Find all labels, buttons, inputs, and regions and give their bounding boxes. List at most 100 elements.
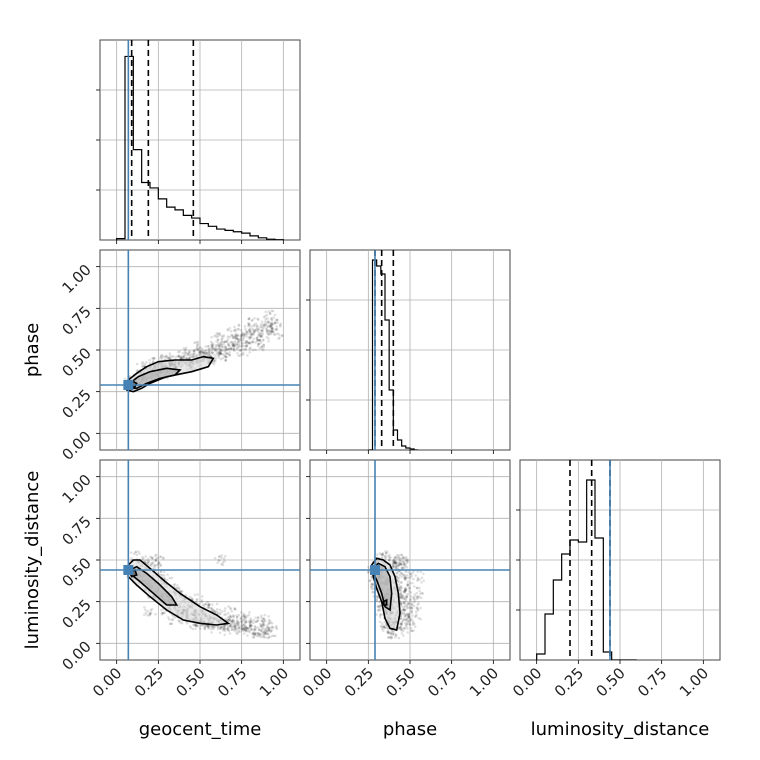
scatter-point bbox=[409, 575, 412, 579]
scatter-point bbox=[149, 611, 153, 615]
scatter-point bbox=[400, 595, 403, 598]
scatter-point bbox=[419, 570, 423, 574]
scatter-point bbox=[256, 329, 260, 332]
scatter-point bbox=[261, 624, 264, 627]
scatter-point bbox=[207, 603, 211, 606]
scatter-point bbox=[252, 337, 256, 341]
scatter-point bbox=[245, 330, 249, 334]
scatter-point bbox=[148, 611, 152, 615]
scatter-point bbox=[235, 337, 239, 340]
scatter-point bbox=[140, 362, 144, 365]
scatter-point bbox=[252, 621, 255, 625]
scatter-point bbox=[228, 618, 232, 621]
scatter-point bbox=[230, 621, 234, 624]
scatter-point bbox=[229, 623, 232, 626]
scatter-point bbox=[401, 573, 404, 576]
scatter-point bbox=[189, 626, 193, 630]
scatter-point bbox=[188, 356, 192, 360]
scatter-point bbox=[273, 333, 277, 337]
scatter-point bbox=[403, 590, 406, 594]
ytick-label: 0.25 bbox=[58, 386, 94, 422]
scatter-point bbox=[267, 310, 270, 313]
scatter-point bbox=[259, 624, 263, 628]
scatter-point bbox=[409, 594, 413, 598]
scatter-point bbox=[204, 345, 207, 348]
scatter-point bbox=[243, 616, 247, 620]
scatter-point bbox=[212, 347, 216, 351]
scatter-point bbox=[219, 611, 222, 615]
scatter-point bbox=[204, 350, 207, 353]
ytick-label: 0.75 bbox=[58, 512, 94, 548]
scatter-point bbox=[241, 614, 245, 617]
scatter-point bbox=[409, 572, 412, 575]
scatter-point bbox=[256, 324, 259, 328]
scatter-point bbox=[252, 636, 256, 639]
scatter-point bbox=[210, 631, 213, 634]
scatter-point bbox=[405, 565, 409, 569]
scatter-point bbox=[242, 334, 246, 338]
scatter-point bbox=[412, 629, 415, 632]
scatter-point bbox=[252, 627, 256, 631]
scatter-point bbox=[153, 564, 156, 568]
scatter-point bbox=[402, 601, 405, 605]
scatter-point bbox=[217, 625, 220, 629]
scatter-point bbox=[212, 627, 215, 631]
scatter-point bbox=[144, 611, 148, 615]
scatter-point bbox=[399, 592, 403, 595]
scatter-point bbox=[210, 343, 213, 347]
scatter-point bbox=[401, 608, 405, 611]
scatter-point bbox=[218, 351, 222, 354]
xtick-label: 0.50 bbox=[382, 664, 418, 700]
scatter-point bbox=[233, 344, 237, 348]
scatter-point bbox=[248, 330, 251, 333]
scatter-point bbox=[207, 604, 211, 608]
scatter-point bbox=[240, 627, 244, 631]
scatter-point bbox=[403, 588, 407, 591]
scatter-point bbox=[186, 353, 190, 357]
scatter-point bbox=[260, 329, 263, 333]
hist-panel-phase bbox=[306, 249, 511, 451]
scatter-point bbox=[243, 325, 247, 328]
scatter-point bbox=[256, 335, 259, 339]
scatter-point bbox=[394, 561, 397, 565]
scatter-point bbox=[275, 627, 279, 631]
scatter-point bbox=[401, 594, 405, 597]
scatter-point bbox=[400, 553, 404, 557]
scatter-point bbox=[240, 624, 244, 628]
scatter-point bbox=[219, 627, 222, 630]
scatter-point bbox=[417, 595, 420, 598]
scatter-point bbox=[387, 627, 390, 631]
scatter-point bbox=[376, 604, 380, 608]
scatter-point bbox=[399, 626, 402, 629]
scatter-point bbox=[270, 317, 273, 321]
scatter-point bbox=[270, 628, 274, 632]
scatter-point bbox=[145, 561, 148, 565]
scatter-point bbox=[382, 624, 386, 628]
scatter-point bbox=[191, 627, 195, 631]
scatter-point bbox=[247, 613, 251, 617]
scatter-point bbox=[249, 628, 253, 632]
scatter-point bbox=[228, 353, 232, 357]
scatter-point bbox=[237, 620, 240, 624]
scatter-point bbox=[274, 321, 277, 325]
scatter-point bbox=[400, 624, 403, 627]
scatter-point bbox=[143, 606, 146, 609]
scatter-point bbox=[240, 625, 243, 629]
scatter-point bbox=[137, 550, 140, 553]
scatter-point bbox=[225, 355, 228, 359]
scatter-point bbox=[248, 350, 252, 354]
scatter-point bbox=[262, 630, 266, 633]
scatter-point bbox=[393, 561, 396, 565]
scatter-point bbox=[399, 626, 402, 630]
scatter-point bbox=[273, 313, 277, 317]
scatter-point bbox=[261, 617, 265, 620]
scatter-point bbox=[245, 340, 248, 344]
scatter-point bbox=[407, 615, 410, 618]
scatter-point bbox=[391, 559, 395, 563]
scatter-point bbox=[168, 622, 172, 626]
scatter-point bbox=[193, 341, 196, 345]
scatter-point bbox=[254, 627, 257, 630]
scatter-point bbox=[247, 629, 251, 633]
scatter-point bbox=[268, 321, 272, 325]
scatter-point bbox=[219, 352, 222, 355]
